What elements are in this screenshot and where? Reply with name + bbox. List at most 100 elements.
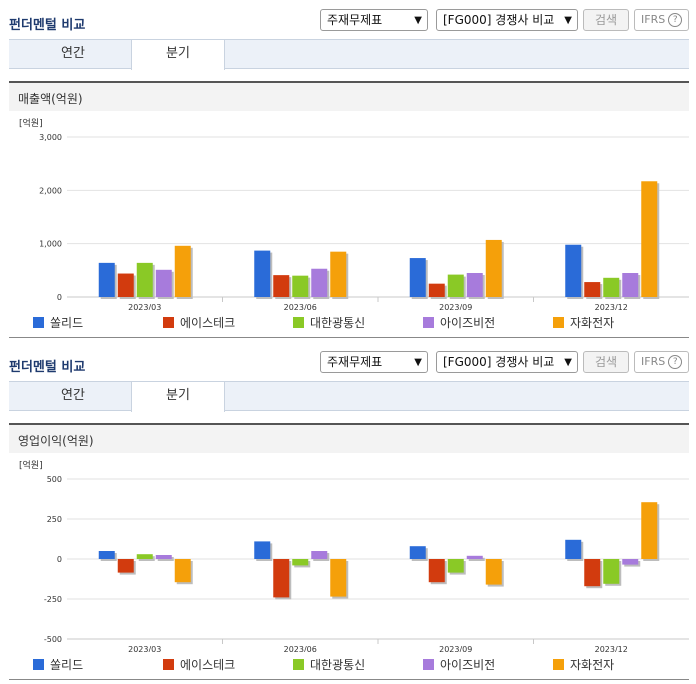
- bar[interactable]: [409, 258, 426, 297]
- operating-profit-chart: [억원] -500 -250 0 250 500 2023/03 2023/06 2023/09…: [19, 459, 689, 652]
- legend-item[interactable]: 에이스테크: [163, 656, 235, 673]
- bar[interactable]: [485, 239, 502, 297]
- legend-item[interactable]: 쏠리드: [33, 656, 83, 673]
- bar[interactable]: [447, 559, 464, 573]
- x-tick-label: 2023/03: [128, 645, 161, 652]
- statement-select[interactable]: 주재무제표 ▼: [320, 351, 428, 373]
- bar[interactable]: [311, 551, 328, 559]
- bar[interactable]: [622, 273, 639, 297]
- ifrs-help-button[interactable]: IFRS?: [634, 9, 689, 31]
- chart-legend: 쏠리드 에이스테크 대한광통신 아이즈비전 자화전자: [9, 314, 689, 334]
- chevron-down-icon: ▼: [564, 15, 572, 26]
- tab-quarterly[interactable]: 분기: [131, 40, 225, 70]
- panel-header: 펀더멘털 비교 주재무제표 ▼ [FG000] 경쟁사 비교 ▼ 검색 IFRS…: [0, 342, 696, 380]
- bar[interactable]: [292, 559, 309, 566]
- peer-group-select[interactable]: [FG000] 경쟁사 비교 ▼: [436, 351, 578, 373]
- bar[interactable]: [254, 541, 271, 559]
- legend-item[interactable]: 에이스테크: [163, 314, 235, 331]
- panel-header: 펀더멘털 비교 주재무제표 ▼ [FG000] 경쟁사 비교 ▼ 검색 IFRS…: [0, 0, 696, 38]
- x-tick-label: 2023/03: [128, 303, 161, 310]
- bar[interactable]: [311, 268, 328, 297]
- unit-label: [억원]: [19, 117, 43, 129]
- tab-quarterly[interactable]: 분기: [131, 382, 225, 412]
- bar[interactable]: [428, 283, 445, 297]
- bar[interactable]: [174, 559, 191, 583]
- chevron-down-icon: ▼: [414, 357, 422, 368]
- x-tick-label: 2023/06: [284, 645, 317, 652]
- bar[interactable]: [330, 559, 347, 597]
- bar[interactable]: [584, 559, 601, 587]
- legend-swatch: [423, 317, 434, 328]
- peer-group-select[interactable]: [FG000] 경쟁사 비교 ▼: [436, 9, 578, 31]
- legend-label: 쏠리드: [50, 316, 84, 330]
- help-icon: ?: [668, 13, 683, 27]
- bar[interactable]: [409, 546, 426, 559]
- y-tick-label: 0: [57, 555, 62, 564]
- legend-swatch: [293, 317, 304, 328]
- statement-select-value: 주재무제표: [327, 355, 383, 369]
- y-tick-label: -500: [44, 635, 62, 644]
- bar[interactable]: [330, 251, 347, 297]
- fundamental-panel-2: 펀더멘털 비교 주재무제표 ▼ [FG000] 경쟁사 비교 ▼ 검색 IFRS…: [0, 342, 696, 684]
- legend-swatch: [163, 317, 174, 328]
- search-button[interactable]: 검색: [583, 351, 629, 373]
- bar[interactable]: [485, 559, 502, 585]
- bar[interactable]: [174, 245, 191, 297]
- legend-label: 아이즈비전: [440, 658, 496, 672]
- x-tick-label: 2023/09: [439, 303, 472, 310]
- bar[interactable]: [466, 273, 483, 297]
- tab-annual[interactable]: 연간: [61, 388, 85, 403]
- bar[interactable]: [98, 262, 115, 297]
- bar[interactable]: [117, 273, 134, 297]
- bar[interactable]: [117, 559, 134, 573]
- bar[interactable]: [641, 502, 658, 559]
- legend-label: 쏠리드: [50, 658, 84, 672]
- legend-item[interactable]: 아이즈비전: [423, 656, 495, 673]
- bar[interactable]: [466, 555, 483, 559]
- y-tick-label: -250: [44, 595, 62, 604]
- bar[interactable]: [447, 274, 464, 297]
- bar[interactable]: [565, 244, 582, 297]
- x-tick-label: 2023/06: [284, 303, 317, 310]
- bar[interactable]: [136, 262, 153, 297]
- period-tabs: 연간 분기: [9, 381, 689, 412]
- legend-swatch: [553, 317, 564, 328]
- bar[interactable]: [98, 551, 115, 559]
- legend-label: 자화전자: [570, 658, 615, 672]
- panel-title: 펀더멘털 비교: [9, 18, 86, 33]
- bar[interactable]: [273, 559, 290, 598]
- bar[interactable]: [136, 554, 153, 559]
- bar[interactable]: [641, 181, 658, 297]
- bar[interactable]: [155, 555, 172, 559]
- chevron-down-icon: ▼: [564, 357, 572, 368]
- legend-item[interactable]: 자화전자: [553, 314, 614, 331]
- x-tick-label: 2023/09: [439, 645, 472, 652]
- search-button[interactable]: 검색: [583, 9, 629, 31]
- legend-item[interactable]: 쏠리드: [33, 314, 83, 331]
- bar[interactable]: [603, 559, 620, 584]
- period-tabs: 연간 분기: [9, 39, 689, 70]
- ifrs-help-button[interactable]: IFRS?: [634, 351, 689, 373]
- peer-group-select-value: [FG000] 경쟁사 비교: [443, 13, 555, 27]
- bar[interactable]: [428, 559, 445, 583]
- tab-annual[interactable]: 연간: [61, 46, 85, 61]
- bar[interactable]: [603, 277, 620, 297]
- ifrs-label: IFRS: [641, 13, 666, 26]
- legend-item[interactable]: 대한광통신: [293, 314, 365, 331]
- statement-select-value: 주재무제표: [327, 13, 383, 27]
- chevron-down-icon: ▼: [414, 15, 422, 26]
- bar[interactable]: [155, 269, 172, 297]
- bar[interactable]: [254, 250, 271, 297]
- legend-swatch: [553, 659, 564, 670]
- bar[interactable]: [292, 275, 309, 297]
- legend-item[interactable]: 자화전자: [553, 656, 614, 673]
- bar[interactable]: [273, 275, 290, 297]
- bar[interactable]: [622, 559, 639, 565]
- bar[interactable]: [565, 539, 582, 559]
- bar[interactable]: [584, 282, 601, 297]
- legend-item[interactable]: 대한광통신: [293, 656, 365, 673]
- legend-item[interactable]: 아이즈비전: [423, 314, 495, 331]
- y-tick-label: 3,000: [39, 133, 62, 142]
- section-title: 매출액(억원): [18, 92, 83, 106]
- statement-select[interactable]: 주재무제표 ▼: [320, 9, 428, 31]
